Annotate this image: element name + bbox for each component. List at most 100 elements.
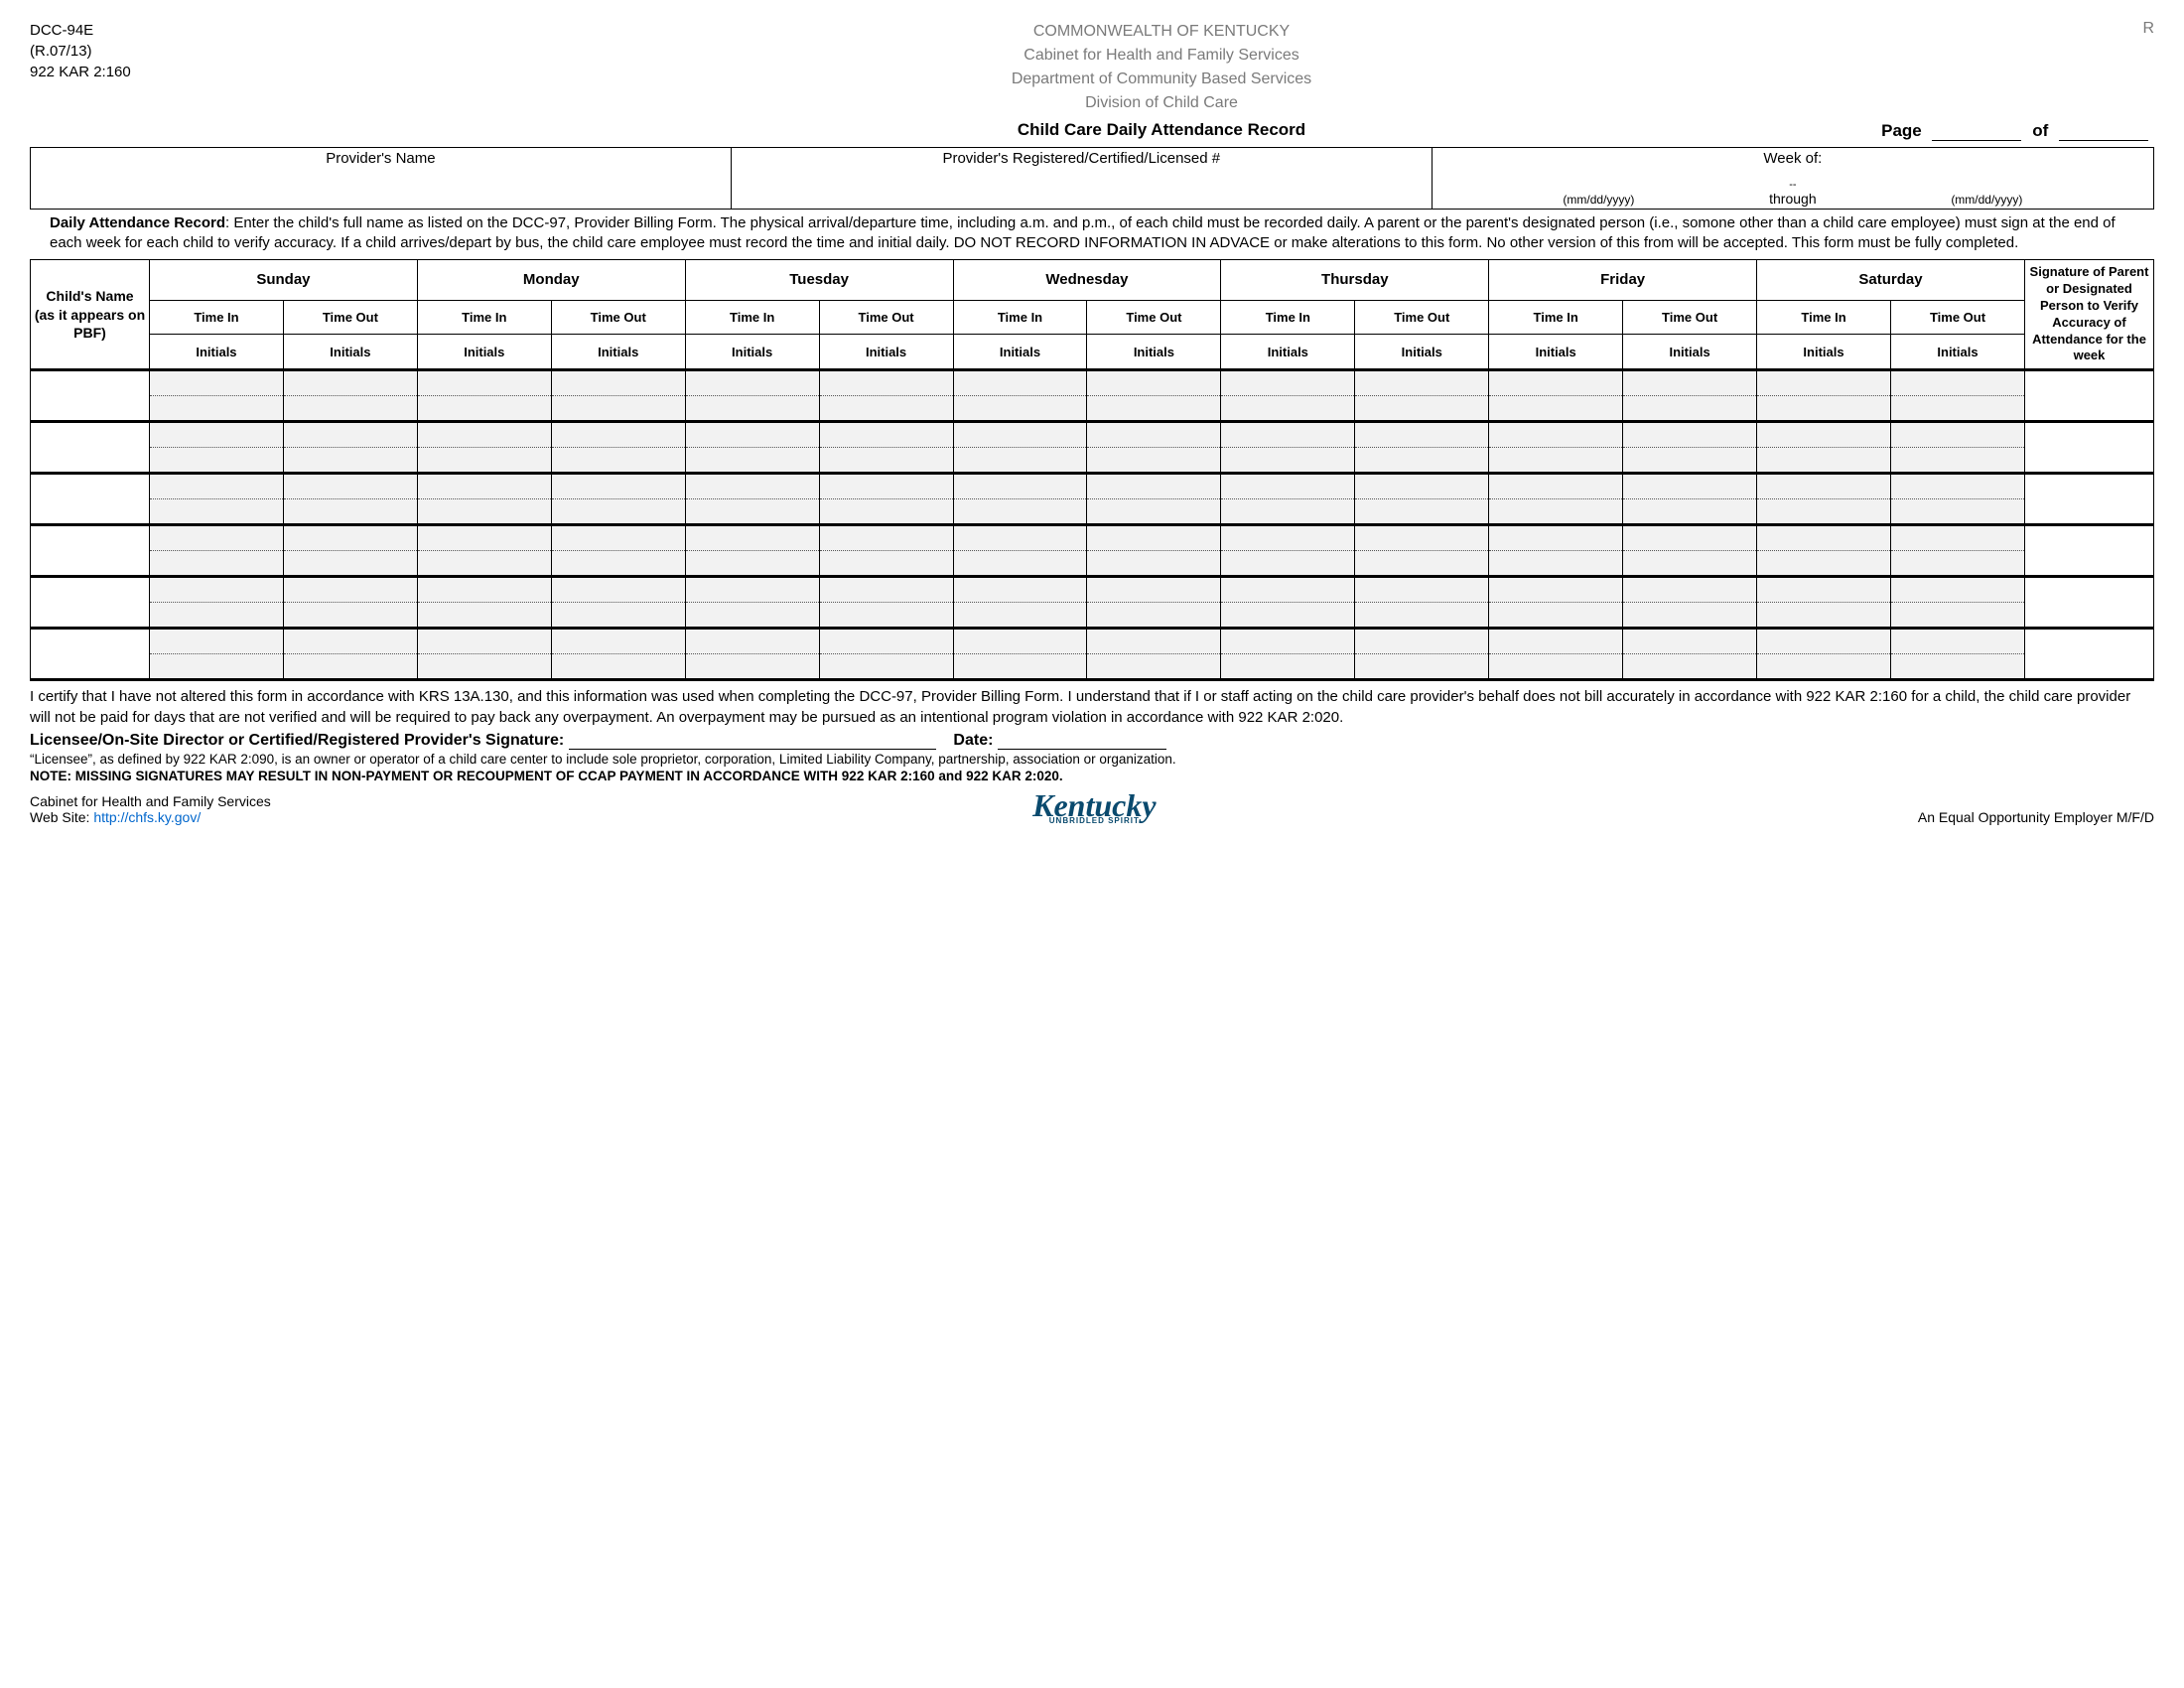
initials-cell[interactable]: [953, 603, 1087, 629]
time-cell[interactable]: [417, 474, 551, 499]
parent-signature-cell[interactable]: [2025, 370, 2154, 422]
time-cell[interactable]: [1489, 422, 1623, 448]
initials-cell[interactable]: [551, 551, 685, 577]
initials-cell[interactable]: [1087, 396, 1221, 422]
initials-cell[interactable]: [283, 448, 417, 474]
time-cell[interactable]: [551, 577, 685, 603]
time-cell[interactable]: [1355, 525, 1489, 551]
time-cell[interactable]: [1489, 370, 1623, 396]
initials-cell[interactable]: [1087, 603, 1221, 629]
child-name-cell[interactable]: [31, 577, 150, 629]
time-cell[interactable]: [1221, 577, 1355, 603]
initials-cell[interactable]: [1623, 448, 1757, 474]
time-cell[interactable]: [685, 525, 819, 551]
time-cell[interactable]: [1757, 577, 1891, 603]
time-cell[interactable]: [1757, 370, 1891, 396]
time-cell[interactable]: [1890, 474, 2024, 499]
time-cell[interactable]: [1623, 577, 1757, 603]
time-cell[interactable]: [1890, 370, 2024, 396]
time-cell[interactable]: [1355, 370, 1489, 396]
time-cell[interactable]: [551, 525, 685, 551]
initials-cell[interactable]: [1355, 551, 1489, 577]
initials-cell[interactable]: [1221, 396, 1355, 422]
time-cell[interactable]: [150, 577, 284, 603]
initials-cell[interactable]: [819, 654, 953, 680]
time-cell[interactable]: [1890, 577, 2024, 603]
parent-signature-cell[interactable]: [2025, 577, 2154, 629]
date-blank[interactable]: [998, 734, 1166, 750]
initials-cell[interactable]: [1757, 448, 1891, 474]
child-name-cell[interactable]: [31, 422, 150, 474]
parent-signature-cell[interactable]: [2025, 474, 2154, 525]
initials-cell[interactable]: [685, 603, 819, 629]
time-cell[interactable]: [819, 577, 953, 603]
initials-cell[interactable]: [685, 654, 819, 680]
time-cell[interactable]: [953, 422, 1087, 448]
initials-cell[interactable]: [1355, 396, 1489, 422]
initials-cell[interactable]: [1221, 551, 1355, 577]
initials-cell[interactable]: [283, 654, 417, 680]
initials-cell[interactable]: [1757, 396, 1891, 422]
time-cell[interactable]: [1221, 525, 1355, 551]
initials-cell[interactable]: [1087, 551, 1221, 577]
time-cell[interactable]: [819, 422, 953, 448]
initials-cell[interactable]: [283, 603, 417, 629]
initials-cell[interactable]: [1489, 603, 1623, 629]
time-cell[interactable]: [1890, 422, 2024, 448]
time-cell[interactable]: [1757, 422, 1891, 448]
time-cell[interactable]: [417, 577, 551, 603]
time-cell[interactable]: [1087, 525, 1221, 551]
initials-cell[interactable]: [1355, 499, 1489, 525]
time-cell[interactable]: [150, 474, 284, 499]
time-cell[interactable]: [685, 629, 819, 654]
initials-cell[interactable]: [953, 654, 1087, 680]
initials-cell[interactable]: [150, 654, 284, 680]
initials-cell[interactable]: [1623, 551, 1757, 577]
time-cell[interactable]: [819, 525, 953, 551]
initials-cell[interactable]: [1757, 499, 1891, 525]
time-cell[interactable]: [551, 474, 685, 499]
time-cell[interactable]: [1087, 370, 1221, 396]
initials-cell[interactable]: [150, 448, 284, 474]
time-cell[interactable]: [283, 577, 417, 603]
time-cell[interactable]: [1355, 577, 1489, 603]
time-cell[interactable]: [1489, 629, 1623, 654]
time-cell[interactable]: [1623, 629, 1757, 654]
initials-cell[interactable]: [417, 448, 551, 474]
initials-cell[interactable]: [953, 396, 1087, 422]
time-cell[interactable]: [283, 525, 417, 551]
time-cell[interactable]: [1221, 474, 1355, 499]
time-cell[interactable]: [1489, 474, 1623, 499]
initials-cell[interactable]: [1355, 603, 1489, 629]
time-cell[interactable]: [819, 474, 953, 499]
initials-cell[interactable]: [150, 499, 284, 525]
time-cell[interactable]: [953, 474, 1087, 499]
time-cell[interactable]: [1221, 629, 1355, 654]
initials-cell[interactable]: [551, 603, 685, 629]
initials-cell[interactable]: [685, 499, 819, 525]
initials-cell[interactable]: [1355, 654, 1489, 680]
time-cell[interactable]: [1087, 577, 1221, 603]
time-cell[interactable]: [1221, 422, 1355, 448]
child-name-cell[interactable]: [31, 629, 150, 680]
time-cell[interactable]: [953, 577, 1087, 603]
time-cell[interactable]: [417, 629, 551, 654]
initials-cell[interactable]: [1890, 396, 2024, 422]
time-cell[interactable]: [685, 474, 819, 499]
initials-cell[interactable]: [819, 499, 953, 525]
time-cell[interactable]: [417, 422, 551, 448]
time-cell[interactable]: [551, 422, 685, 448]
time-cell[interactable]: [150, 370, 284, 396]
time-cell[interactable]: [150, 422, 284, 448]
time-cell[interactable]: [685, 370, 819, 396]
time-cell[interactable]: [283, 370, 417, 396]
page-total-blank[interactable]: [2059, 123, 2148, 141]
initials-cell[interactable]: [1489, 499, 1623, 525]
time-cell[interactable]: [283, 474, 417, 499]
initials-cell[interactable]: [283, 551, 417, 577]
initials-cell[interactable]: [417, 551, 551, 577]
initials-cell[interactable]: [551, 448, 685, 474]
initials-cell[interactable]: [953, 551, 1087, 577]
initials-cell[interactable]: [953, 499, 1087, 525]
provider-number-cell[interactable]: Provider's Registered/Certified/Licensed…: [731, 147, 1432, 209]
